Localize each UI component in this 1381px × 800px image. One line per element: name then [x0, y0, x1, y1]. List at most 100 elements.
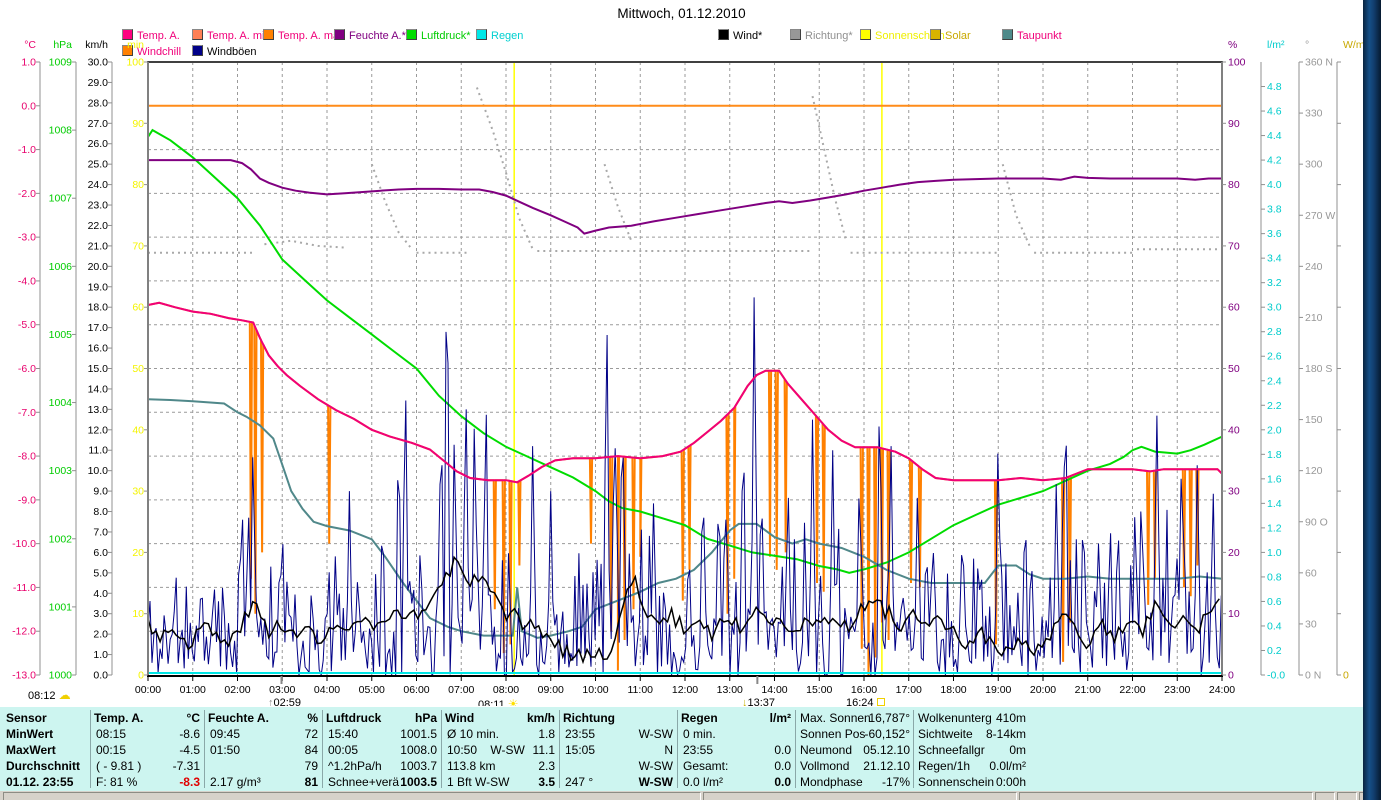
svg-text:14.0: 14.0	[88, 383, 109, 395]
svg-text:-7.0: -7.0	[18, 407, 36, 419]
svg-text:20: 20	[132, 547, 144, 559]
value: 84	[208, 743, 318, 757]
svg-text:50: 50	[132, 363, 144, 375]
svg-text:4.6: 4.6	[1267, 106, 1282, 118]
axis-temp: 1.00.0-1.0-2.0-3.0-4.0-5.0-6.0-7.0-8.0-9…	[12, 39, 40, 682]
extra-value: 0:00h	[918, 775, 1026, 789]
value: 0.0	[681, 759, 791, 773]
svg-text:-11.0: -11.0	[13, 582, 36, 594]
x-axis: 00:0001:0002:0003:0004:0005:0006:0007:00…	[135, 676, 1235, 696]
svg-text:3.0: 3.0	[93, 608, 108, 620]
svg-text:-10.0: -10.0	[12, 538, 36, 550]
svg-text:25.0: 25.0	[88, 159, 109, 171]
svg-text:1007: 1007	[49, 193, 73, 205]
svg-text:330: 330	[1305, 108, 1323, 120]
svg-text:1006: 1006	[49, 261, 73, 273]
svg-text:0: 0	[138, 670, 144, 682]
svg-text:-6.0: -6.0	[18, 363, 36, 375]
svg-text:240: 240	[1305, 261, 1323, 273]
svg-text:-2.0: -2.0	[18, 188, 36, 200]
svg-text:210: 210	[1305, 312, 1323, 324]
svg-text:20.0: 20.0	[88, 261, 109, 273]
svg-text:1000: 1000	[49, 670, 73, 682]
stats-table: SensorMinWertMaxWertDurchschnitt01.12. 2…	[0, 706, 1363, 791]
svg-text:03:00: 03:00	[269, 684, 295, 696]
svg-text:0.4: 0.4	[1267, 620, 1282, 632]
column-unit: l/m²	[681, 711, 791, 725]
astro-value: -60,152°	[800, 727, 910, 741]
sunset-icon	[877, 698, 885, 706]
statusbar-panel	[1019, 792, 1313, 800]
axis-rain: 4.84.64.44.24.03.83.63.43.23.02.82.62.42…	[1261, 39, 1285, 682]
value: 11.1	[445, 743, 555, 757]
svg-text:6.0: 6.0	[93, 547, 108, 559]
svg-text:08:00: 08:00	[493, 684, 519, 696]
svg-text:10.0: 10.0	[88, 465, 109, 477]
svg-text:W/m²: W/m²	[1343, 39, 1363, 51]
svg-text:14:00: 14:00	[761, 684, 787, 696]
svg-text:3.0: 3.0	[1267, 302, 1282, 314]
value: W-SW	[563, 759, 673, 773]
svg-text:80: 80	[132, 179, 144, 191]
svg-text:23.0: 23.0	[88, 200, 109, 212]
table-separator	[90, 710, 91, 788]
svg-text:16.0: 16.0	[88, 343, 109, 355]
svg-text:0.0: 0.0	[93, 670, 108, 682]
svg-text:60: 60	[132, 302, 144, 314]
svg-text:3.6: 3.6	[1267, 228, 1282, 240]
svg-text:06:00: 06:00	[403, 684, 429, 696]
statusbar-panel	[3, 792, 701, 800]
table-separator	[795, 710, 796, 788]
axis-sunshine-min: 1009080706050403020100min	[126, 39, 148, 682]
svg-text:30: 30	[1228, 486, 1240, 498]
status-bar	[0, 791, 1363, 800]
table-separator	[322, 710, 323, 788]
svg-text:4.2: 4.2	[1267, 155, 1282, 167]
svg-text:60: 60	[1228, 302, 1240, 314]
svg-text:23:00: 23:00	[1164, 684, 1190, 696]
extra-value: 0.0l/m²	[918, 759, 1026, 773]
svg-text:07:00: 07:00	[448, 684, 474, 696]
svg-text:24:00: 24:00	[1209, 684, 1235, 696]
column-unit: °C	[94, 711, 200, 725]
table-separator	[677, 710, 678, 788]
svg-text:km/h: km/h	[85, 39, 108, 51]
value: 3.5	[445, 775, 555, 789]
svg-text:70: 70	[1228, 240, 1240, 252]
value: 0.0	[681, 775, 791, 789]
svg-text:02:00: 02:00	[224, 684, 250, 696]
svg-text:30.0: 30.0	[88, 57, 109, 69]
column-unit: %	[208, 711, 318, 725]
svg-text:15.0: 15.0	[88, 363, 109, 375]
value: 1008.0	[326, 743, 437, 757]
svg-text:l/m²: l/m²	[1267, 39, 1285, 51]
svg-text:18:00: 18:00	[940, 684, 966, 696]
svg-text:°: °	[1305, 39, 1309, 51]
svg-text:120: 120	[1305, 465, 1323, 477]
value: -8.6	[94, 727, 200, 741]
statusbar-panel	[1337, 792, 1357, 800]
grid	[148, 62, 1222, 675]
svg-text:-5.0: -5.0	[18, 319, 36, 331]
svg-text:90: 90	[1228, 118, 1240, 130]
svg-text:2.2: 2.2	[1267, 400, 1282, 412]
svg-text:4.0: 4.0	[1267, 179, 1282, 191]
svg-text:10: 10	[1228, 608, 1240, 620]
value: 1001.5	[326, 727, 437, 741]
svg-text:17:00: 17:00	[896, 684, 922, 696]
svg-text:15:00: 15:00	[806, 684, 832, 696]
svg-text:18.0: 18.0	[88, 302, 109, 314]
svg-text:-0.0: -0.0	[1267, 670, 1285, 682]
window-border	[1363, 0, 1381, 800]
row-label: MinWert	[6, 727, 53, 741]
value: N	[563, 743, 673, 757]
value: 1.8	[445, 727, 555, 741]
svg-text:-3.0: -3.0	[18, 232, 36, 244]
svg-text:11.0: 11.0	[88, 445, 108, 457]
svg-text:10:00: 10:00	[582, 684, 608, 696]
app-window: Mittwoch, 01.12.2010 Temp. A.Temp. A. mi…	[0, 0, 1381, 800]
value: -8.3	[94, 775, 200, 789]
svg-text:20:00: 20:00	[1030, 684, 1056, 696]
svg-text:1009: 1009	[49, 57, 73, 69]
weather-chart: 1.00.0-1.0-2.0-3.0-4.0-5.0-6.0-7.0-8.0-9…	[0, 0, 1363, 706]
